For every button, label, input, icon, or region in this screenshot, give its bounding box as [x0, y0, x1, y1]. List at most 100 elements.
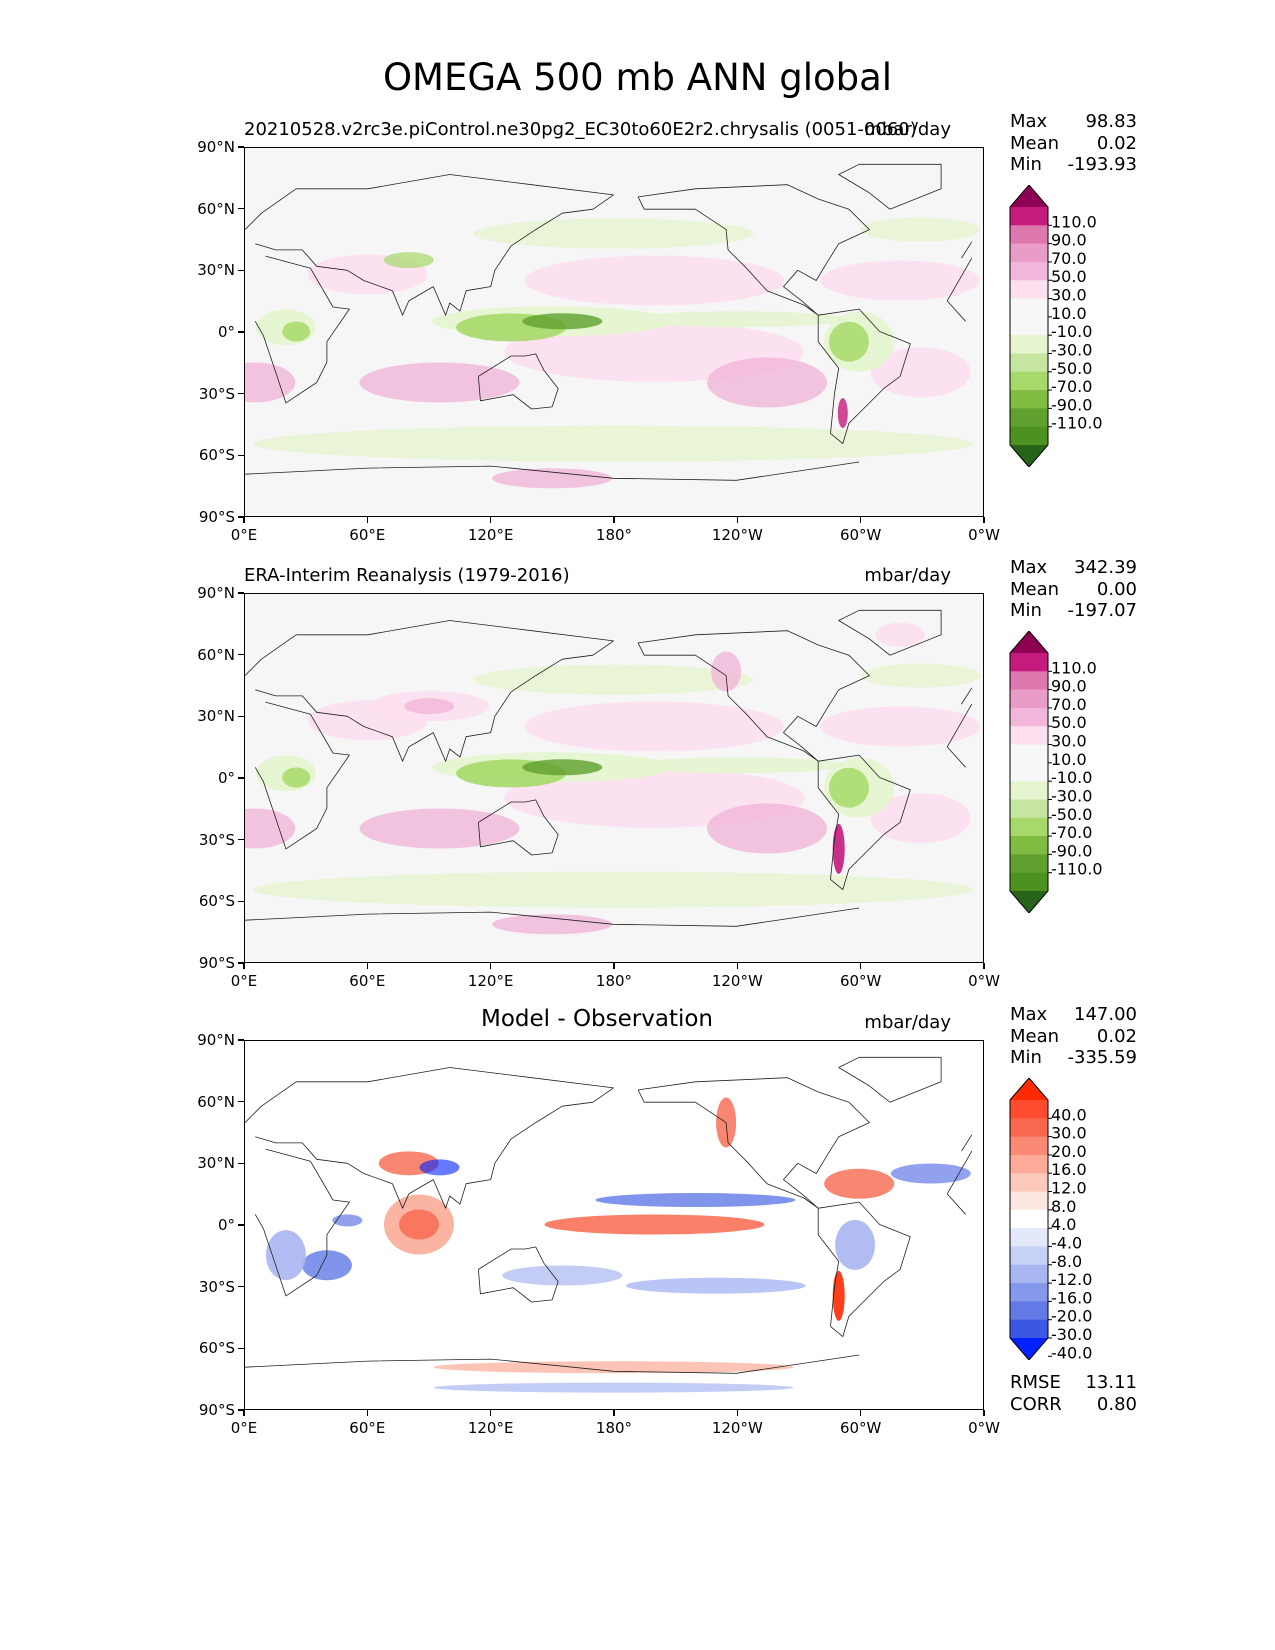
colorbar-label: 30.0 — [1051, 286, 1087, 305]
coastline — [245, 1067, 973, 1209]
colorbar-swatch — [1010, 1319, 1048, 1339]
colorbar-label: 12.0 — [1051, 1179, 1087, 1198]
x-tick-label: 120°E — [467, 1419, 514, 1437]
colorbar-label: -90.0 — [1051, 841, 1092, 860]
y-tick-mark — [238, 1039, 244, 1041]
x-tick-label: 120°W — [711, 526, 763, 544]
colorbar-label: -110.0 — [1051, 414, 1103, 433]
panel-3-units: mbar/day — [864, 1012, 951, 1033]
x-tick-mark — [613, 517, 615, 523]
stat-label: Min — [1010, 600, 1042, 621]
x-tick-label: 60°E — [349, 972, 386, 990]
stat-row: CORR 0.80 — [1010, 1394, 1137, 1416]
colorbar-swatch — [1010, 1100, 1048, 1119]
colorbar-swatch — [1010, 1301, 1048, 1321]
colorbar-swatch — [1010, 689, 1048, 709]
colorbar-swatch — [1010, 335, 1048, 354]
x-tick-mark — [859, 517, 862, 523]
y-tick-mark — [238, 331, 244, 333]
stat-value: 0.02 — [1096, 1025, 1137, 1047]
coastline — [838, 609, 942, 656]
stat-value: 342.39 — [1074, 557, 1137, 578]
x-tick-mark — [366, 963, 369, 969]
x-tick-mark — [983, 1410, 985, 1416]
y-tick-label: 30°S — [198, 1277, 235, 1296]
x-tick-mark — [736, 1410, 739, 1416]
y-tick-label: 60°S — [198, 892, 235, 911]
colorbar-label: 110.0 — [1051, 658, 1097, 677]
colorbar-label: -50.0 — [1051, 359, 1092, 378]
x-tick-mark — [736, 517, 739, 523]
x-tick-label: 0°W — [968, 526, 1000, 544]
y-tick-label: 90°S — [198, 1401, 235, 1419]
colorbar-swatch — [1010, 1154, 1048, 1174]
stat-row: Mean 0.02 — [1010, 133, 1137, 155]
x-tick-label: 120°W — [711, 972, 763, 990]
y-tick-mark — [238, 1224, 244, 1226]
x-tick-label: 60°E — [349, 1419, 386, 1437]
x-tick-label: 180° — [595, 1419, 633, 1437]
x-tick-label: 60°W — [839, 972, 882, 990]
colorbar-label: 16.0 — [1051, 1160, 1087, 1179]
x-tick-label: 60°W — [839, 1419, 882, 1437]
colorbar-label: -70.0 — [1051, 377, 1092, 396]
colorbar-swatch — [1010, 817, 1048, 837]
coastline — [478, 353, 559, 410]
colorbar-label: 40.0 — [1051, 1105, 1087, 1124]
colorbar-label: -12.0 — [1051, 1270, 1092, 1289]
y-tick-label: 60°S — [198, 1339, 235, 1358]
colorbar-swatch — [1010, 1191, 1048, 1211]
stat-value: 0.80 — [1096, 1393, 1137, 1415]
stat-row: Min -335.59 — [1010, 1047, 1137, 1069]
colorbar-label: -30.0 — [1051, 1325, 1092, 1344]
colorbar-swatch — [1010, 261, 1048, 281]
colorbar-label: 90.0 — [1051, 677, 1087, 696]
coastline — [254, 255, 973, 404]
colorbar-swatch — [1010, 872, 1048, 892]
colorbar-label: 8.0 — [1051, 1197, 1076, 1216]
x-tick-label: 0°W — [968, 972, 1000, 990]
x-tick-mark — [366, 517, 369, 523]
x-tick-label: 0°E — [230, 526, 258, 544]
panel-2-left-title: ERA-Interim Reanalysis (1979-2016) — [244, 565, 570, 586]
stat-row: Min -197.07 — [1010, 600, 1137, 622]
y-tick-mark — [238, 838, 244, 841]
colorbar-label: 50.0 — [1051, 267, 1087, 286]
stat-value: -335.59 — [1067, 1047, 1137, 1068]
coastline — [245, 461, 860, 481]
stat-label: RMSE — [1010, 1372, 1061, 1393]
colorbar-label: -40.0 — [1051, 1343, 1092, 1360]
colorbar-swatch — [1010, 781, 1048, 800]
y-tick-mark — [238, 592, 244, 594]
x-tick-mark — [243, 1410, 245, 1416]
stat-row: Max 98.83 — [1010, 111, 1137, 133]
x-tick-mark — [859, 963, 862, 969]
colorbar-label: -30.0 — [1051, 786, 1092, 805]
stat-row: Mean 0.02 — [1010, 1026, 1137, 1048]
stat-label: Max — [1010, 557, 1048, 578]
y-tick-mark — [238, 777, 244, 779]
y-tick-mark — [238, 715, 244, 718]
colorbar-label: 70.0 — [1051, 695, 1087, 714]
x-tick-mark — [366, 1410, 369, 1416]
colorbar-swatch — [1010, 207, 1048, 226]
panel-1-units: mbar/day — [864, 119, 951, 140]
y-tick-label: 60°S — [198, 446, 235, 465]
panel-3-colorbar: 40.0 30.0 20.0 16.0 12.0 8.0 4.0 -4.0 -8.0 -12.0-… — [1008, 1077, 1128, 1362]
colorbar-swatch — [1010, 243, 1048, 263]
y-tick-label: 30°N — [197, 261, 235, 280]
colorbar-label: -16.0 — [1051, 1288, 1092, 1307]
panel-1-colorbar: 110.0 90.0 70.0 50.0 30.0 10.0 -10.0 -30.0 -50.0… — [1008, 184, 1128, 468]
stat-value: 0.02 — [1096, 132, 1137, 154]
y-tick-label: 90°N — [197, 1031, 235, 1049]
colorbar-label: 30.0 — [1051, 732, 1087, 751]
stat-row: Mean 0.00 — [1010, 579, 1137, 601]
figure-title: OMEGA 500 mb ANN global — [382, 56, 893, 99]
y-tick-label: 0° — [217, 323, 235, 341]
colorbar-label: -30.0 — [1051, 340, 1092, 359]
y-tick-mark — [238, 1162, 244, 1165]
colorbar-label: 20.0 — [1051, 1142, 1087, 1161]
y-tick-mark — [238, 962, 244, 964]
coastline — [637, 630, 870, 762]
stat-row: Max 342.39 — [1010, 557, 1137, 579]
